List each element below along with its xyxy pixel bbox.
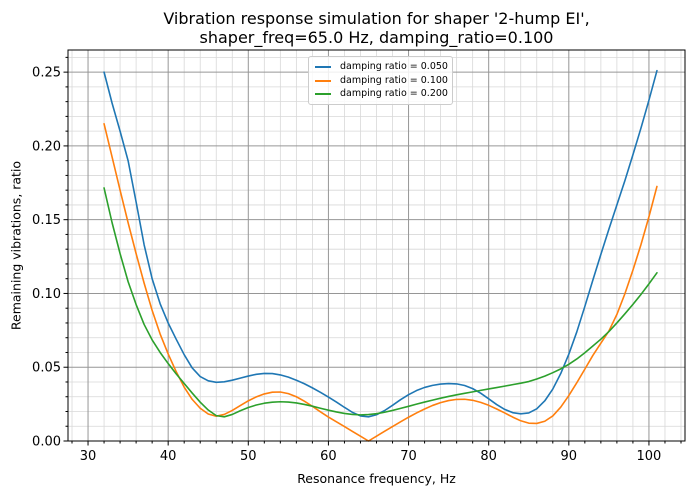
y-axis-label: Remaining vibrations, ratio (8, 160, 24, 331)
legend-item: damping ratio = 0.200 (315, 87, 448, 101)
legend-line-swatch-orange (315, 79, 331, 82)
chart-title-line1: Vibration response simulation for shaper… (163, 9, 590, 28)
x-tick-label: 40 (160, 449, 177, 464)
y-tick-labels: 0.00 0.05 0.10 0.15 0.20 0.25 (32, 66, 61, 450)
axis-ticks (63, 56, 682, 446)
x-tick-labels: 30 40 50 60 70 80 90 100 (80, 449, 662, 464)
y-tick-label: 0.05 (32, 361, 61, 376)
legend-item: damping ratio = 0.050 (315, 60, 448, 74)
legend: damping ratio = 0.050 damping ratio = 0.… (308, 56, 453, 105)
y-tick-label: 0.00 (32, 435, 61, 450)
x-tick-label: 90 (561, 449, 578, 464)
y-tick-label: 0.15 (32, 213, 61, 228)
chart-title-line2: shaper_freq=65.0 Hz, damping_ratio=0.100 (199, 28, 554, 47)
series-line-1 (103, 122, 658, 442)
y-tick-label: 0.10 (32, 287, 61, 302)
legend-line-swatch-blue (315, 65, 331, 68)
x-tick-label: 50 (240, 449, 257, 464)
x-axis-label: Resonance frequency, Hz (297, 471, 456, 486)
legend-item: damping ratio = 0.100 (315, 74, 448, 88)
y-tick-label: 0.25 (32, 66, 61, 81)
series-line-2 (103, 187, 658, 418)
series-lines (103, 69, 658, 442)
x-tick-label: 30 (80, 449, 97, 464)
legend-label: damping ratio = 0.200 (340, 88, 448, 100)
y-tick-label: 0.20 (32, 139, 61, 154)
chart-title: Vibration response simulation for shaper… (68, 9, 685, 47)
x-tick-label: 100 (637, 449, 662, 464)
minor-grid (68, 50, 685, 441)
legend-line-swatch-green (315, 93, 331, 96)
x-tick-label: 80 (480, 449, 497, 464)
x-tick-label: 60 (320, 449, 337, 464)
legend-label: damping ratio = 0.100 (340, 74, 448, 86)
series-line-0 (103, 69, 658, 418)
x-tick-label: 70 (400, 449, 417, 464)
legend-label: damping ratio = 0.050 (340, 61, 448, 73)
